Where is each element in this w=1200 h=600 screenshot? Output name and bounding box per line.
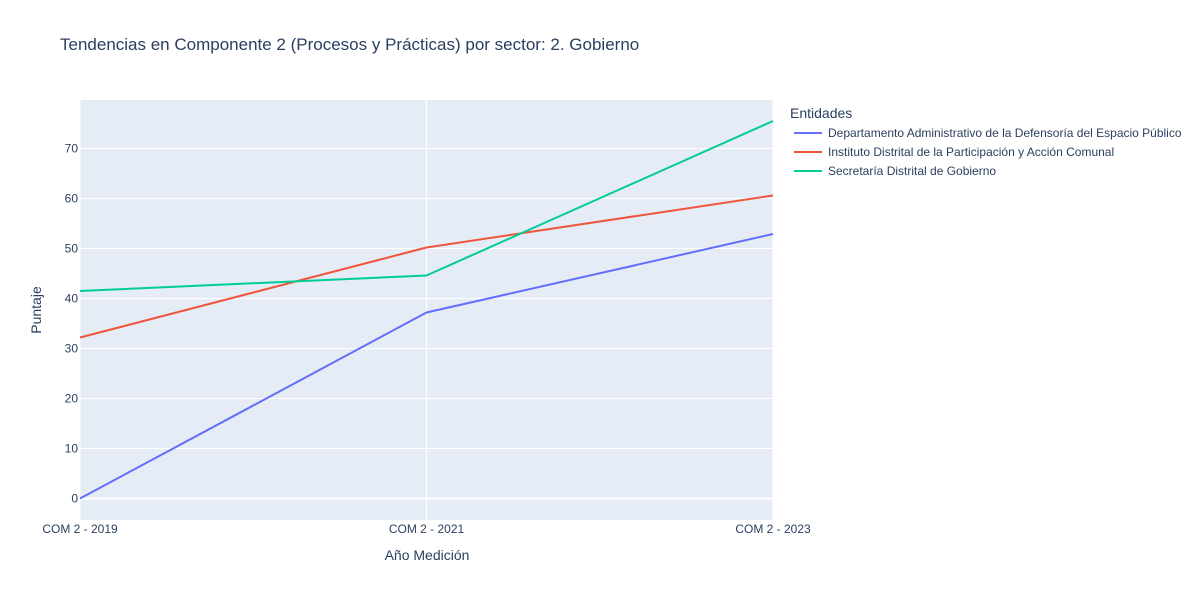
x-tick-label: COM 2 - 2019 xyxy=(42,522,118,536)
y-axis-ticks: 0 10 20 30 40 50 60 70 xyxy=(65,142,79,506)
x-tick-label: COM 2 - 2023 xyxy=(735,522,811,536)
chart-title: Tendencias en Componente 2 (Procesos y P… xyxy=(60,35,639,54)
y-tick-label: 60 xyxy=(65,192,79,206)
x-tick-label: COM 2 - 2021 xyxy=(389,522,465,536)
legend: Entidades Departamento Administrativo de… xyxy=(790,105,1182,178)
legend-label: Instituto Distrital de la Participación … xyxy=(828,145,1114,159)
y-tick-label: 10 xyxy=(65,442,79,456)
y-tick-label: 0 xyxy=(71,492,78,506)
legend-items: Departamento Administrativo de la Defens… xyxy=(794,126,1182,178)
y-tick-label: 40 xyxy=(65,292,79,306)
y-tick-label: 50 xyxy=(65,242,79,256)
grid xyxy=(79,100,774,520)
x-axis-ticks: COM 2 - 2019 COM 2 - 2021 COM 2 - 2023 xyxy=(42,522,811,536)
y-tick-label: 70 xyxy=(65,142,79,156)
legend-label: Secretaría Distrital de Gobierno xyxy=(828,164,996,178)
y-tick-label: 20 xyxy=(65,392,79,406)
y-axis-title: Puntaje xyxy=(28,286,44,334)
series-lines xyxy=(79,120,774,500)
x-axis-title: Año Medición xyxy=(385,547,470,563)
legend-title: Entidades xyxy=(790,105,852,121)
y-tick-label: 30 xyxy=(65,342,79,356)
series-line-2 xyxy=(79,194,774,339)
series-line-1 xyxy=(79,233,774,500)
series-line-3 xyxy=(79,120,774,292)
legend-label: Departamento Administrativo de la Defens… xyxy=(828,126,1182,140)
